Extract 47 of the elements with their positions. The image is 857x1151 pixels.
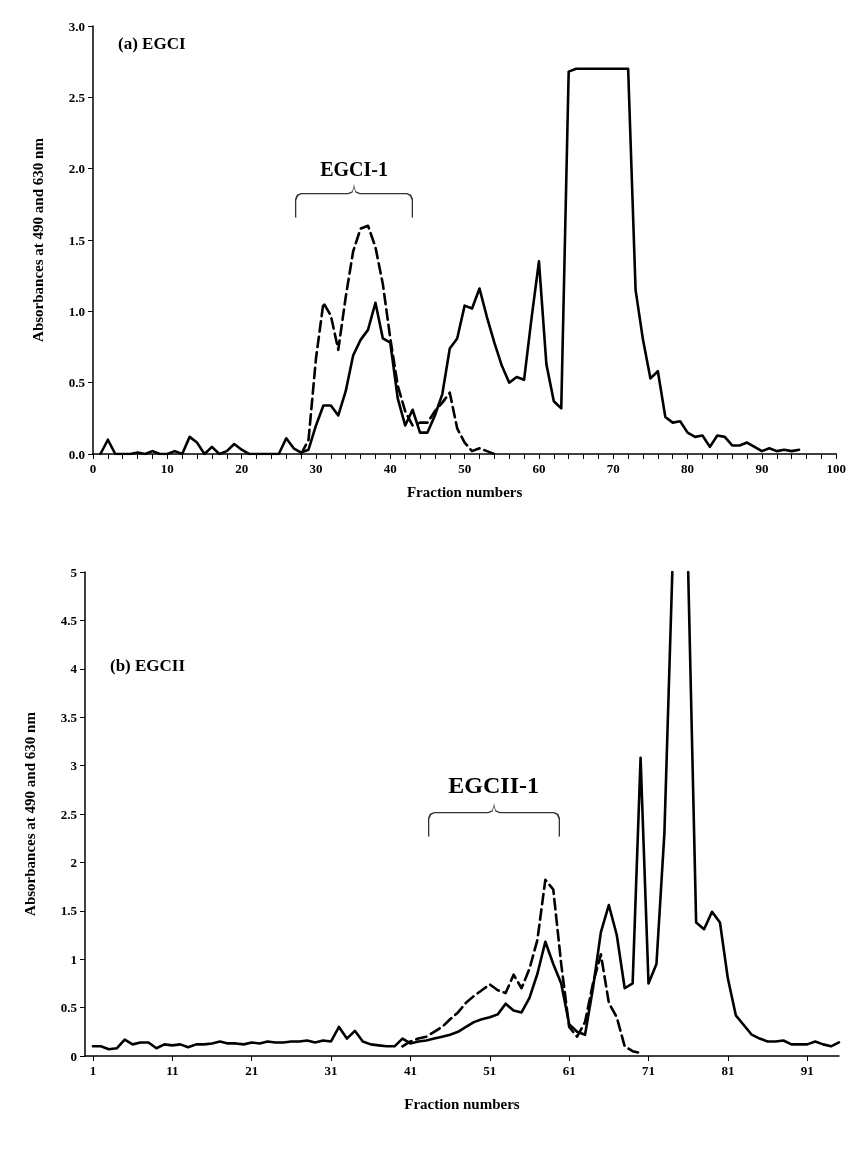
y-tick-label: 0.0 (68, 446, 85, 462)
text: (b) EGCII (110, 656, 186, 675)
x-tick-label: 61 (562, 1063, 576, 1078)
annotation: EGCI-1 (320, 157, 388, 180)
x-tick-label: 91 (800, 1063, 814, 1078)
x-tick-label: 90 (755, 461, 769, 476)
x-tick-label: 10 (160, 461, 174, 476)
x-tick-label: 31 (324, 1063, 338, 1078)
y-tick-label: 1 (70, 951, 77, 967)
x-tick-label: 11 (166, 1063, 179, 1078)
y-tick-label: 5 (70, 564, 78, 580)
x-tick-label: 20 (235, 461, 249, 476)
y-tick-label: 4 (70, 661, 78, 677)
y-axis-title: Absorbances at 490 and 630 nm (29, 137, 46, 342)
x-axis-title: Fraction numbers (406, 483, 523, 500)
x-tick-label: 1 (89, 1063, 97, 1078)
annotation: EGCII-1 (448, 771, 540, 798)
y-tick-label: 2.0 (68, 161, 85, 177)
y-tick-label: 3 (70, 758, 78, 774)
x-axis-title: Fraction numbers (404, 1095, 520, 1112)
y-tick-label: 1.5 (60, 903, 78, 919)
y-tick-label: 3.5 (60, 709, 78, 725)
y-tick-label: 0 (70, 1048, 77, 1064)
text: (a) EGCI (118, 34, 186, 53)
x-tick-label: 100 (826, 461, 846, 476)
y-tick-label: 2.5 (60, 806, 78, 822)
x-tick-label: 30 (309, 461, 323, 476)
x-tick-label: 51 (483, 1063, 497, 1078)
y-tick-label: 2.5 (68, 89, 86, 105)
y-tick-label: 3.0 (68, 18, 85, 34)
x-tick-label: 21 (245, 1063, 259, 1078)
y-tick-label: 0.5 (68, 375, 86, 391)
x-tick-label: 70 (606, 461, 620, 476)
y-tick-label: 4.5 (60, 612, 78, 628)
x-tick-label: 50 (458, 461, 472, 476)
y-tick-label: 2 (70, 854, 77, 870)
y-tick-label: 0.5 (60, 1000, 78, 1016)
y-axis-title: Absorbances at 490 and 630 nm (21, 711, 38, 916)
x-tick-label: 71 (642, 1063, 656, 1078)
x-tick-label: 60 (532, 461, 546, 476)
x-tick-label: 41 (403, 1063, 417, 1078)
x-tick-label: 81 (721, 1063, 735, 1078)
y-tick-label: 1.0 (68, 303, 85, 319)
y-tick-label: 1.5 (68, 232, 86, 248)
x-tick-label: 40 (383, 461, 397, 476)
x-tick-label: 80 (681, 461, 695, 476)
x-tick-label: 0 (89, 461, 97, 476)
